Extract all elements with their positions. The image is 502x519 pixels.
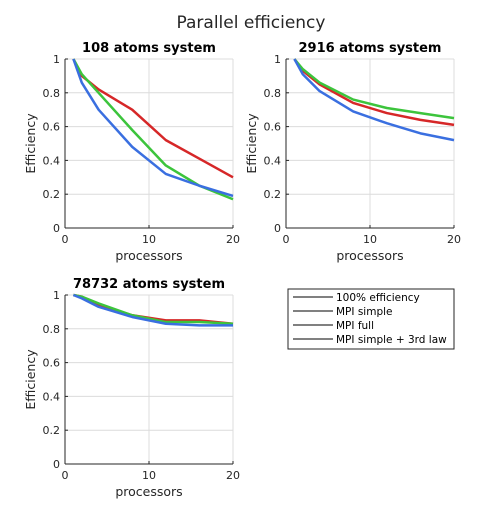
y-tick-label: 0.2 xyxy=(43,188,61,201)
y-tick-label: 0 xyxy=(274,222,281,235)
series-line-2 xyxy=(73,293,234,325)
series-line-1 xyxy=(293,58,455,127)
y-tick-label: 0.4 xyxy=(264,154,282,167)
y-tick-label: 0.2 xyxy=(264,188,282,201)
x-tick-label: 20 xyxy=(226,469,240,482)
x-axis-label: processors xyxy=(115,484,182,499)
y-axis-label: Efficiency xyxy=(23,349,38,410)
panel-1: 0 10 20 0 0.2 0.4 0.6 0.8 1 108 atoms system proce… xyxy=(23,41,240,263)
y-tick-label: 0 xyxy=(53,458,60,471)
x-tick-label: 10 xyxy=(363,233,377,246)
y-tick-label: 0.8 xyxy=(43,323,61,336)
y-tick-label: 0.2 xyxy=(43,424,61,437)
y-tick-label: 0.6 xyxy=(264,121,282,134)
x-axis-label: processors xyxy=(336,248,403,263)
x-tick-label: 10 xyxy=(142,469,156,482)
y-tick-label: 0.8 xyxy=(43,87,61,100)
y-tick-label: 0.8 xyxy=(264,87,282,100)
y-axis-label: Efficiency xyxy=(244,113,259,174)
x-tick-label: 0 xyxy=(283,233,290,246)
series-line-2 xyxy=(293,58,455,120)
legend: 100% efficiency MPI simple MPI full MPI … xyxy=(287,288,455,350)
y-tick-label: 0 xyxy=(53,222,60,235)
y-axis-label: Efficiency xyxy=(23,113,38,174)
legend-label-1: 100% efficiency xyxy=(336,292,420,304)
series-line-3 xyxy=(293,58,455,142)
panel-title: 108 atoms system xyxy=(82,41,216,56)
x-tick-label: 20 xyxy=(226,233,240,246)
y-tick-label: 1 xyxy=(53,53,60,66)
y-tick-label: 0.4 xyxy=(43,154,61,167)
panel-2: 0 10 20 0 0.2 0.4 0.6 0.8 1 2916 atoms system proc… xyxy=(244,41,461,263)
panel-title: 78732 atoms system xyxy=(73,277,225,292)
series-line-3 xyxy=(72,293,233,327)
y-tick-label: 1 xyxy=(274,53,281,66)
panel-3: 0 10 20 0 0.2 0.4 0.6 0.8 1 78732 atoms system pro… xyxy=(23,277,240,499)
series-line-3 xyxy=(72,58,234,198)
legend-label-4: MPI simple + 3rd law xyxy=(336,334,447,346)
legend-label-2: MPI simple xyxy=(336,306,392,318)
x-axis-label: processors xyxy=(115,248,182,263)
y-tick-label: 0.4 xyxy=(43,390,61,403)
y-tick-label: 1 xyxy=(53,289,60,302)
legend-label-3: MPI full xyxy=(336,320,374,332)
x-tick-label: 20 xyxy=(447,233,461,246)
y-tick-label: 0.6 xyxy=(43,121,61,134)
x-tick-label: 0 xyxy=(62,233,69,246)
figure-title: Parallel efficiency xyxy=(177,13,326,33)
x-tick-label: 0 xyxy=(62,469,69,482)
x-tick-label: 10 xyxy=(142,233,156,246)
panel-title: 2916 atoms system xyxy=(299,41,442,56)
y-tick-label: 0.6 xyxy=(43,357,61,370)
